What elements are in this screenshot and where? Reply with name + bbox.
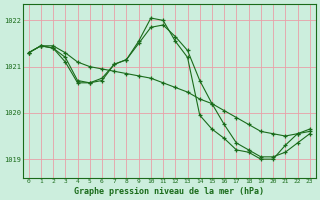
X-axis label: Graphe pression niveau de la mer (hPa): Graphe pression niveau de la mer (hPa) (74, 187, 264, 196)
